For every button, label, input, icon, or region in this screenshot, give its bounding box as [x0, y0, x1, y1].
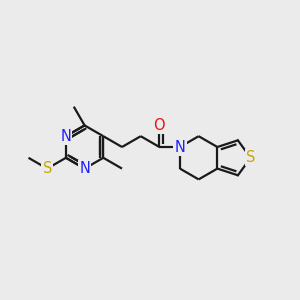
Text: N: N [175, 140, 185, 154]
Text: S: S [43, 161, 52, 176]
Text: N: N [61, 129, 71, 144]
Text: O: O [154, 118, 165, 133]
Text: S: S [246, 150, 255, 165]
Text: N: N [79, 161, 90, 176]
Text: N: N [175, 140, 185, 154]
